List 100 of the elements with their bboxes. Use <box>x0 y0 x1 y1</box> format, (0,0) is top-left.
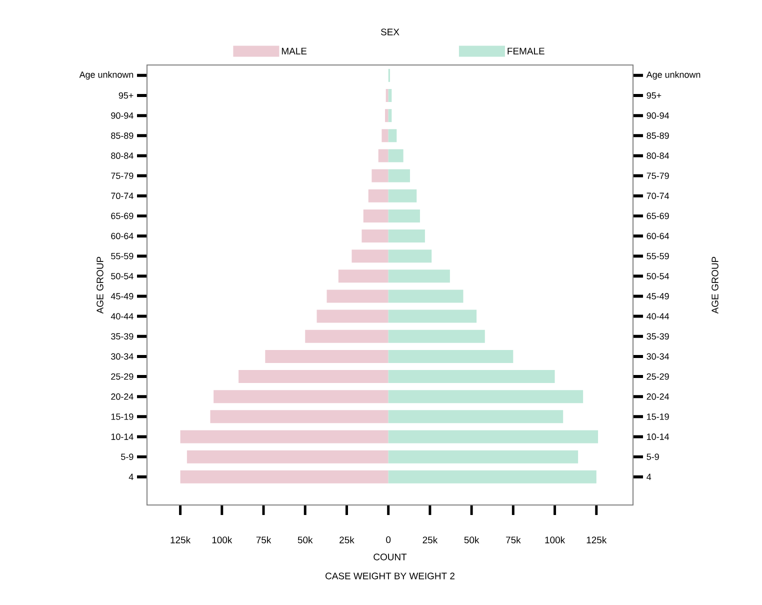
y-tick-label: 50-54 <box>646 272 670 280</box>
bar <box>388 470 596 484</box>
x-tick-label: 125k <box>586 536 607 544</box>
category-label: 90-94 <box>111 112 134 119</box>
bar <box>388 430 598 444</box>
y2-axis-title: AGE GROUP <box>712 256 718 314</box>
bar <box>385 109 388 122</box>
category-label: Age unknown <box>79 71 134 80</box>
y-tick-label: 20-24 <box>646 393 670 400</box>
bar <box>352 250 388 263</box>
category-label: 70-74 <box>111 192 134 200</box>
category-label: 35-39 <box>111 333 134 340</box>
y-tick-label: 15-19 <box>647 413 669 420</box>
bar <box>388 129 397 142</box>
bar <box>388 250 432 263</box>
bar <box>388 390 584 404</box>
category-label: 40-44 <box>110 313 134 320</box>
bar <box>362 230 388 243</box>
bar <box>382 129 388 142</box>
x-tick-label: 50k <box>464 536 480 544</box>
y-tick-label: 25-29 <box>646 373 669 380</box>
category-label: 65-69 <box>111 212 134 220</box>
bar <box>368 189 388 202</box>
bar <box>388 169 410 182</box>
y-tick-label: Age unknown <box>646 71 700 80</box>
category-label: 20-24 <box>111 393 134 400</box>
category-label: 60-64 <box>111 232 134 240</box>
category-label: 30-34 <box>111 353 134 360</box>
y-tick-label: 4 <box>646 474 652 480</box>
y-tick-label: 45-49 <box>646 293 669 300</box>
y-axis-title: AGE GROUP <box>96 256 104 314</box>
bar <box>388 290 464 303</box>
bar <box>388 410 564 424</box>
bar <box>363 209 388 222</box>
category-label: 55-59 <box>111 252 134 260</box>
y-tick-label: 40-44 <box>646 313 670 320</box>
bar <box>388 270 450 283</box>
bar <box>238 370 388 384</box>
x-tick-label: 100k <box>545 536 566 544</box>
bar <box>265 350 388 363</box>
text: CASE WEIGHT BY WEIGHT 2 <box>326 572 454 580</box>
y-tick-label: 75-79 <box>646 172 669 179</box>
y-tick-label: 65-69 <box>646 212 669 220</box>
bar <box>388 310 477 323</box>
x-tick-label: 125k <box>170 536 191 544</box>
y-tick-label: 85-89 <box>646 132 669 139</box>
bar <box>316 310 388 323</box>
bar <box>388 330 485 343</box>
category-label: 25-29 <box>111 373 134 380</box>
legend-label: FEMALE <box>508 48 544 54</box>
category-label: 45-49 <box>110 293 134 300</box>
bar <box>180 470 388 484</box>
bar <box>388 149 404 162</box>
category-label: 50-54 <box>111 272 134 280</box>
bar <box>388 209 420 222</box>
bar <box>388 450 578 464</box>
y-tick-label: 70-74 <box>646 192 670 200</box>
bar <box>388 189 417 202</box>
bar <box>326 290 388 303</box>
bar <box>378 149 388 162</box>
bar <box>388 109 392 122</box>
x-tick-label: 100k <box>212 536 232 544</box>
category-label: 80-84 <box>111 152 134 159</box>
category-label: 4 <box>128 474 134 480</box>
bar <box>186 450 388 464</box>
x-axis-title: COUNT <box>374 554 407 560</box>
x-tick-label: 50k <box>298 536 313 544</box>
x-tick-label: 0 <box>386 536 391 544</box>
category-label: 95+ <box>118 92 134 99</box>
legend-label: MALE <box>282 48 307 54</box>
category-label: 5-9 <box>121 454 134 460</box>
bar <box>386 89 388 102</box>
y-tick-label: 55-59 <box>646 252 669 260</box>
category-label: 75-79 <box>111 172 134 179</box>
bar <box>180 430 388 444</box>
y-tick-label: 90-94 <box>646 112 670 119</box>
y-tick-label: 35-39 <box>646 333 669 340</box>
bar <box>372 169 388 182</box>
y-tick-label: 30-34 <box>646 353 670 360</box>
category-label: 15-19 <box>111 413 134 420</box>
x-tick-label: 75k <box>506 536 521 544</box>
bar <box>338 270 388 283</box>
bar <box>388 230 425 243</box>
bar <box>210 410 388 424</box>
bar <box>305 330 388 343</box>
x-tick-label: 25k <box>422 536 438 544</box>
bar <box>214 390 388 404</box>
y-tick-label: 60-64 <box>646 232 670 240</box>
bar <box>388 89 392 102</box>
category-label: 85-89 <box>111 132 134 139</box>
bar <box>388 350 514 363</box>
bar <box>388 370 555 384</box>
x-tick-label: 75k <box>256 536 272 544</box>
y-tick-label: 80-84 <box>646 152 670 159</box>
x-tick-label: 25k <box>340 536 354 544</box>
legend-title: SEX <box>380 28 400 36</box>
category-label: 10-14 <box>111 434 134 440</box>
y-tick-label: 5-9 <box>646 454 659 460</box>
y-tick-label: 95+ <box>646 92 662 99</box>
y-tick-label: 10-14 <box>647 434 670 440</box>
